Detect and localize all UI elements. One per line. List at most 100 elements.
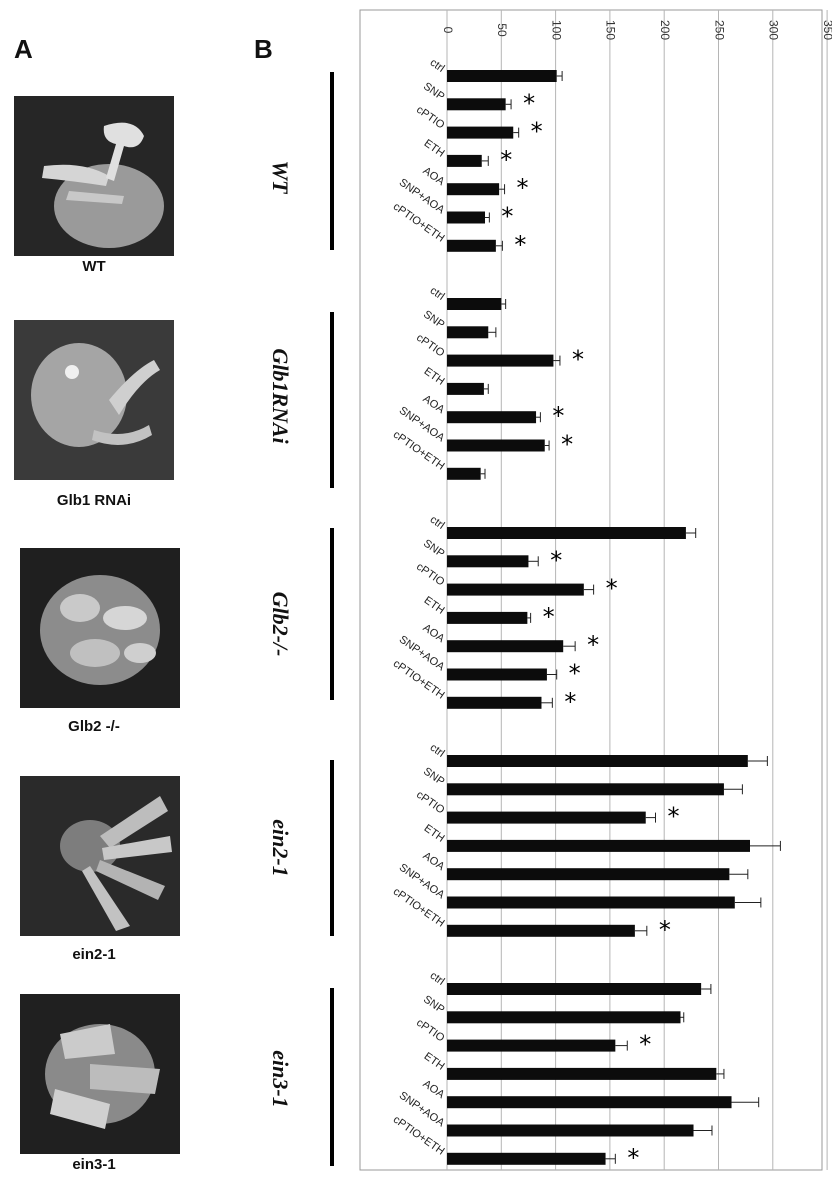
category-label: ctrl — [428, 57, 447, 75]
bar — [447, 211, 486, 224]
plant-tissue-image — [14, 96, 174, 256]
category-label: cPTIO — [414, 789, 447, 817]
bar — [447, 611, 528, 624]
plant-tissue-image — [20, 548, 180, 708]
significance-star: * — [572, 346, 584, 374]
bar — [447, 811, 646, 824]
category-label: AOA — [421, 393, 447, 417]
group-bracket-glb2 — [330, 528, 334, 700]
bar — [447, 1039, 616, 1052]
category-label: ctrl — [428, 742, 447, 760]
panel-b-label: B — [254, 34, 273, 64]
category-label: ctrl — [428, 514, 447, 532]
photo-ein3-1 — [20, 994, 180, 1154]
tick-label: 0 — [441, 27, 455, 34]
category-label: ctrl — [428, 285, 447, 303]
bar — [447, 696, 542, 709]
bar — [447, 1096, 732, 1109]
bar — [447, 126, 514, 139]
significance-star: * — [668, 803, 680, 831]
bar — [447, 183, 500, 196]
photo-caption-glb1-rnai: Glb1 RNAi — [56, 492, 132, 509]
significance-star: * — [500, 146, 512, 174]
bar — [447, 70, 557, 82]
bar — [447, 668, 547, 681]
category-label: AOA — [421, 622, 447, 646]
plant-tissue-image — [14, 320, 174, 480]
bar — [447, 326, 489, 339]
category-label: cPTIO — [414, 1017, 447, 1045]
photo-caption-glb2: Glb2 -/- — [68, 718, 120, 735]
category-label: SNP — [421, 537, 446, 560]
tick-label: 200 — [658, 20, 672, 40]
category-label: AOA — [421, 850, 447, 874]
significance-star: * — [550, 546, 562, 574]
bar — [447, 924, 635, 937]
bar — [447, 467, 481, 480]
category-label: ETH — [422, 137, 447, 159]
tick-label: 300 — [767, 20, 781, 40]
tick-label: 50 — [495, 23, 509, 37]
bar — [447, 154, 482, 167]
bar — [447, 555, 529, 568]
group-bracket-glb1-rnai — [330, 312, 334, 488]
bar — [447, 783, 724, 796]
category-label: SNP — [421, 80, 446, 103]
bar — [447, 896, 735, 909]
significance-star: * — [627, 1144, 639, 1172]
bar — [447, 868, 730, 881]
photo-caption-wt: WT — [82, 258, 106, 275]
group-bracket-wt — [330, 72, 334, 250]
photo-glb2 — [20, 548, 180, 708]
tick-label: 250 — [712, 20, 726, 40]
tick-label: 150 — [604, 20, 618, 40]
significance-star: * — [569, 660, 581, 688]
bar — [447, 1067, 717, 1080]
significance-star: * — [606, 575, 618, 603]
bar — [447, 527, 686, 539]
photo-caption-ein2-1: ein2-1 — [72, 946, 116, 963]
significance-star: * — [501, 203, 513, 231]
significance-star: * — [659, 916, 671, 944]
category-label: SNP — [421, 765, 446, 788]
category-label: ETH — [422, 822, 447, 844]
group-bracket-ein3-1 — [330, 988, 334, 1166]
category-label: ETH — [422, 1050, 447, 1072]
bar — [447, 382, 484, 395]
bar — [447, 755, 748, 767]
bar — [447, 1124, 694, 1137]
significance-star: * — [514, 231, 526, 259]
plant-tissue-image — [20, 994, 180, 1154]
category-label: cPTIO — [414, 104, 447, 132]
category-label: SNP — [421, 308, 446, 331]
bar — [447, 839, 750, 852]
category-label: ctrl — [428, 970, 447, 988]
group-bracket-ein2-1 — [330, 760, 334, 936]
bar — [447, 239, 496, 252]
category-label: cPTIO — [414, 561, 447, 589]
bar — [447, 583, 584, 596]
category-label: AOA — [421, 165, 447, 189]
category-label: AOA — [421, 1078, 447, 1102]
significance-star: * — [564, 688, 576, 716]
bar — [447, 983, 702, 995]
category-label: ETH — [422, 594, 447, 616]
category-label: SNP — [421, 993, 446, 1016]
bar — [447, 98, 506, 111]
photo-glb1-rnai — [14, 320, 174, 480]
plant-tissue-image — [20, 776, 180, 936]
panel-a-label: A — [14, 34, 33, 64]
bar — [447, 298, 502, 310]
significance-star: * — [517, 174, 529, 202]
category-label: cPTIO — [414, 332, 447, 360]
significance-star: * — [543, 603, 555, 631]
significance-star: * — [587, 631, 599, 659]
bar — [447, 354, 554, 367]
significance-star: * — [552, 402, 564, 430]
bar — [447, 640, 564, 653]
photo-wt — [14, 96, 174, 256]
significance-star: * — [639, 1031, 651, 1059]
plot-frame — [359, 9, 823, 1171]
significance-star: * — [523, 89, 535, 117]
